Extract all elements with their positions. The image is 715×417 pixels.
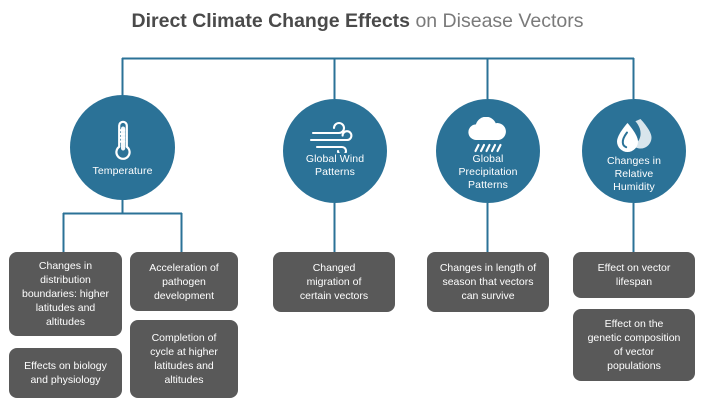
box-completion-cycle-higher-latitudes[interactable]: Completion of cycle at higher latitudes … (130, 320, 238, 398)
node-temperature-label: Temperature (92, 165, 153, 177)
box-changes-distribution-boundaries-label: Changes in distribution boundaries: high… (22, 260, 109, 328)
box-changed-migration-certain-vectors[interactable]: Changed migration of certain vectors (273, 252, 395, 312)
title-bold-text: Direct Climate Change Effects (131, 10, 411, 32)
box-effects-biology-physiology-label: Effects on biology and physiology (24, 360, 107, 386)
box-effect-genetic-composition[interactable]: Effect on the genetic composition of vec… (573, 309, 695, 381)
box-completion-cycle-higher-latitudes-label: Completion of cycle at higher latitudes … (150, 332, 218, 386)
box-acceleration-pathogen-development-label: Acceleration of pathogen development (149, 261, 219, 302)
box-effect-vector-lifespan-label: Effect on vector lifespan (597, 262, 671, 288)
box-changed-migration-certain-vectors-label: Changed migration of certain vectors (299, 262, 369, 302)
box-changes-distribution-boundaries[interactable]: Changes in distribution boundaries: high… (9, 252, 122, 336)
rain-cloud-icon (463, 116, 513, 153)
node-changes-relative-humidity[interactable]: Changes in Relative Humidity (582, 99, 686, 203)
box-changes-length-season-vectors-survive-label: Changes in length of season that vectors… (439, 262, 537, 302)
box-acceleration-pathogen-development[interactable]: Acceleration of pathogen development (130, 252, 238, 311)
title-light-text: on Disease Vectors (410, 10, 584, 32)
node-global-wind-patterns[interactable]: Global Wind Patterns (283, 99, 387, 203)
water-droplets-icon (612, 117, 656, 155)
node-global-wind-patterns-label: Global Wind Patterns (305, 153, 365, 178)
node-global-precipitation-patterns[interactable]: Global Precipitation Patterns (436, 99, 540, 203)
box-effect-genetic-composition-label: Effect on the genetic composition of vec… (587, 318, 681, 372)
node-global-precipitation-patterns-label: Global Precipitation Patterns (458, 153, 518, 191)
page-title: Direct Climate Change Effects on Disease… (0, 8, 715, 34)
thermometer-icon (108, 117, 138, 165)
node-temperature[interactable]: Temperature (70, 95, 175, 200)
node-changes-relative-humidity-label: Changes in Relative Humidity (606, 155, 662, 193)
box-changes-length-season-vectors-survive[interactable]: Changes in length of season that vectors… (427, 252, 549, 312)
wind-icon (309, 121, 361, 157)
box-effect-vector-lifespan[interactable]: Effect on vector lifespan (573, 252, 695, 298)
box-effects-biology-physiology[interactable]: Effects on biology and physiology (9, 348, 122, 398)
